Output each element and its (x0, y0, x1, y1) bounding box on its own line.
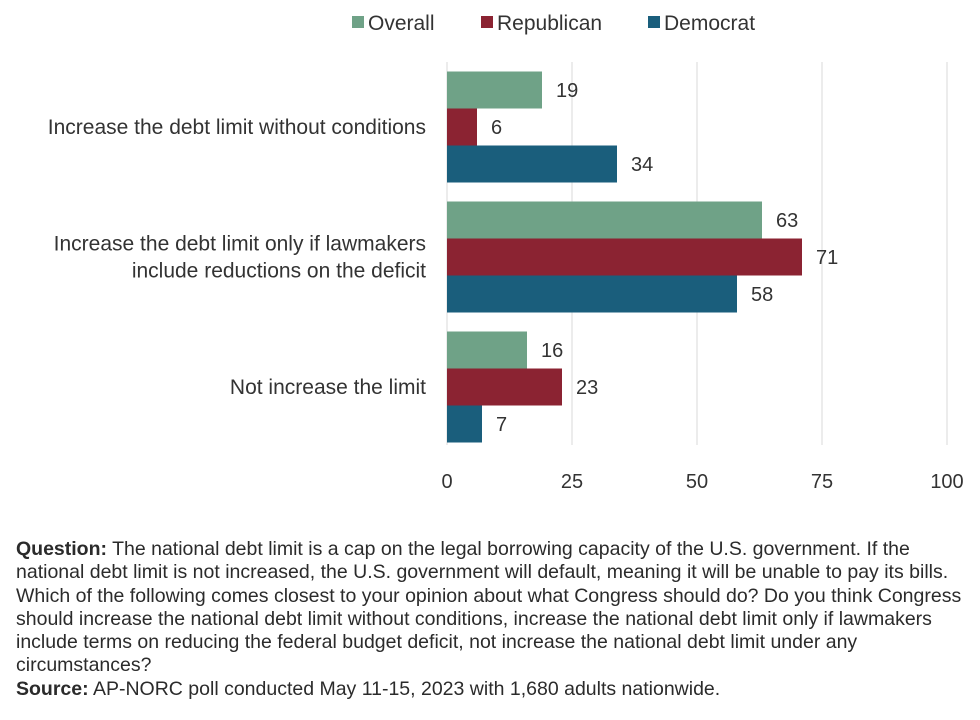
data-label-2-0: 16 (541, 340, 563, 362)
x-tick-label-3: 75 (811, 471, 833, 493)
bar-1-0 (447, 201, 762, 239)
legend-label-0: Overall (368, 12, 435, 35)
bar-0-2 (447, 145, 617, 183)
bar-2-2 (447, 405, 482, 443)
question-text: The national debt limit is a cap on the … (16, 538, 962, 677)
chart-data-labels: 19 6 34 63 71 58 16 23 7 (491, 80, 838, 436)
data-label-1-0: 63 (776, 210, 798, 232)
x-tick-label-1: 25 (561, 471, 583, 493)
legend-swatch-1 (481, 16, 493, 28)
chart-category-labels: Increase the debt limit without conditio… (48, 116, 426, 399)
x-tick-label-2: 50 (686, 471, 708, 493)
category-label-2-0: Not increase the limit (230, 376, 426, 399)
data-label-0-0: 19 (556, 80, 578, 102)
data-label-0-1: 6 (491, 117, 502, 139)
bar-1-2 (447, 275, 737, 313)
category-label-0-0: Increase the debt limit without conditio… (48, 116, 426, 139)
category-label-1-1: include reductions on the deficit (132, 260, 426, 283)
bar-2-0 (447, 331, 527, 369)
data-label-1-1: 71 (816, 247, 838, 269)
legend-swatch-2 (648, 16, 660, 28)
legend-swatch-0 (352, 16, 364, 28)
data-label-2-2: 7 (496, 414, 507, 436)
legend-label-2: Democrat (664, 12, 755, 35)
bar-chart: Overall Republican Democrat 19 6 34 63 71 58 16 2… (48, 12, 964, 493)
chart-legend: Overall Republican Democrat (352, 12, 755, 35)
x-tick-label-0: 0 (441, 471, 452, 493)
bar-0-1 (447, 108, 477, 146)
source-label: Source: (16, 677, 89, 700)
source-text: AP-NORC poll conducted May 11-15, 2023 w… (92, 677, 721, 700)
chart-notes: Question: The national debt limit is a c… (16, 538, 971, 701)
data-label-2-1: 23 (576, 377, 598, 399)
data-label-1-2: 58 (751, 284, 773, 306)
x-tick-label-4: 100 (930, 471, 963, 493)
x-axis: 0 25 50 75 100 (441, 471, 963, 493)
bar-1-1 (447, 238, 802, 276)
legend-label-1: Republican (497, 12, 602, 35)
chart-bars (447, 71, 802, 443)
bar-2-1 (447, 368, 562, 406)
bar-0-0 (447, 71, 542, 109)
data-label-0-2: 34 (631, 154, 653, 176)
question-label: Question: (16, 538, 107, 560)
category-label-1-0: Increase the debt limit only if lawmaker… (54, 233, 426, 256)
source-note: Source: AP-NORC poll conducted May 11-15… (16, 678, 971, 701)
question-note: Question: The national debt limit is a c… (16, 538, 971, 678)
